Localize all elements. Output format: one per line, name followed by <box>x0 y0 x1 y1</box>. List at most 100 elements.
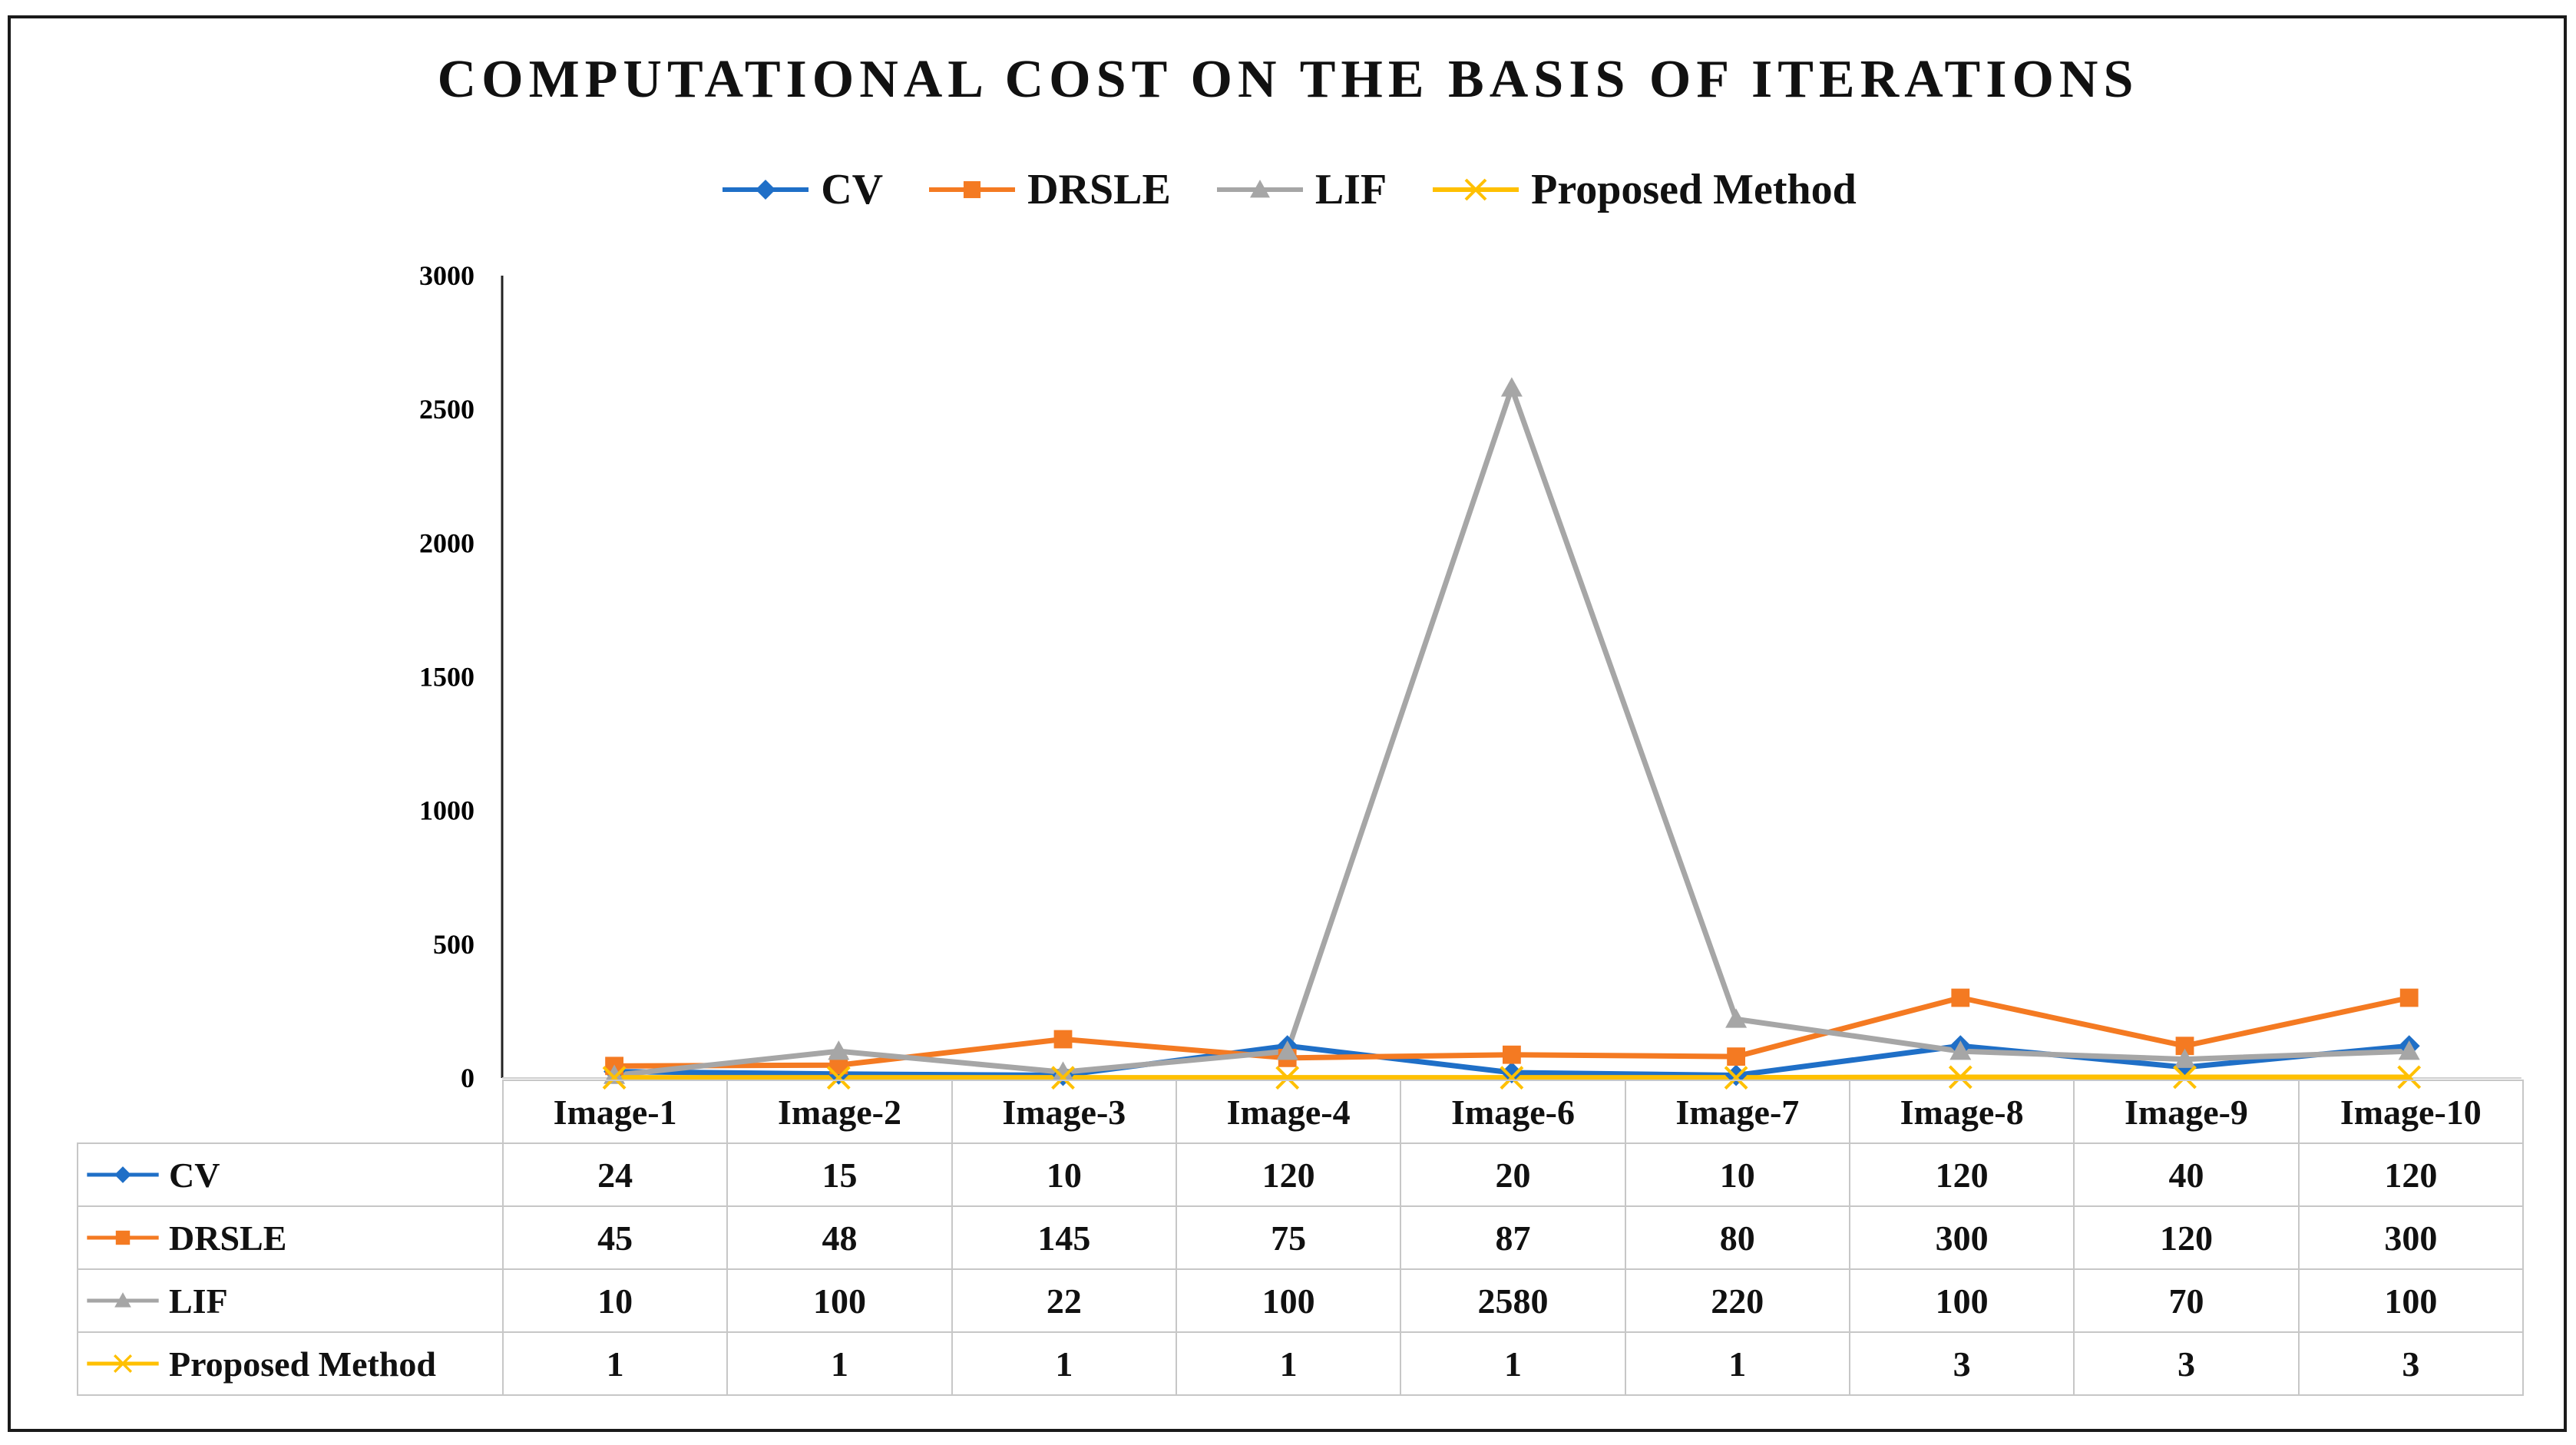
legend-label: CV <box>821 166 884 213</box>
table-cell: 10 <box>951 1142 1177 1207</box>
y-tick-label: 500 <box>433 929 475 960</box>
legend-label: LIF <box>1314 166 1387 213</box>
legend-marker-drsle <box>964 180 981 199</box>
legend-marker-drsle <box>115 1230 131 1245</box>
table-cell: 100 <box>2297 1268 2525 1333</box>
table-row-label: LIF <box>169 1281 228 1321</box>
data-point-cv <box>1500 1062 1523 1084</box>
table-cell: 48 <box>726 1205 953 1270</box>
table-cell: 1 <box>951 1331 1177 1396</box>
data-point-lif <box>1276 1040 1298 1060</box>
table-corner <box>78 1080 504 1144</box>
table-cell: 15 <box>726 1142 953 1207</box>
table-cell: 1 <box>1400 1331 1626 1396</box>
legend-label: DRSLE <box>1027 166 1171 213</box>
table-cell: 300 <box>2297 1205 2525 1270</box>
table-legend-key <box>87 1292 159 1308</box>
data-point-drsle <box>1951 988 1970 1007</box>
x-tick-label: Image-6 <box>1400 1080 1626 1144</box>
data-point-lif <box>1500 377 1523 397</box>
data-point-lif <box>828 1040 850 1060</box>
table-cell: 1 <box>1624 1331 1850 1396</box>
data-point-drsle <box>1503 1045 1521 1064</box>
legend-item-drsle: DRSLE <box>926 165 1171 214</box>
y-tick-label: 2500 <box>419 394 475 425</box>
legend-swatch <box>1216 180 1303 198</box>
table-row-label: Proposed Method <box>169 1344 436 1384</box>
table-cell: 45 <box>501 1205 729 1270</box>
data-point-lif <box>603 1064 626 1084</box>
table-row-header-drsle: DRSLE <box>77 1205 504 1270</box>
legend-marker-cv <box>114 1166 131 1183</box>
data-point-lif <box>1052 1061 1074 1081</box>
table-cell: 1 <box>726 1331 953 1396</box>
table-legend-key <box>87 1230 159 1245</box>
table-cell: 20 <box>1400 1142 1626 1207</box>
table-legend-key <box>87 1354 159 1374</box>
table-row: LIF 10 100 22 100 2580 220 100 70 100 <box>77 1268 2525 1333</box>
table-row-header-lif: LIF <box>77 1268 504 1333</box>
data-point-lif <box>1725 1008 1748 1028</box>
table-cell: 100 <box>1848 1268 2075 1333</box>
table-row: Proposed Method 1 1 1 1 1 1 3 3 3 <box>77 1331 2525 1396</box>
table-legend-key <box>87 1166 159 1183</box>
chart-frame <box>8 15 2567 1432</box>
x-tick-label: Image-9 <box>2073 1080 2300 1144</box>
table-row: DRSLE 45 48 145 75 87 80 300 120 300 <box>77 1205 2525 1270</box>
legend-item-lif: LIF <box>1214 165 1387 214</box>
table-cell: 10 <box>501 1268 729 1333</box>
legend-swatch <box>1433 178 1519 201</box>
data-point-drsle <box>2399 988 2419 1007</box>
legend: CV DRSLE LIF Proposed Method <box>0 155 2576 224</box>
legend-marker-cv <box>756 180 776 200</box>
table-cell: 3 <box>1848 1331 2075 1396</box>
data-table: Image-1 Image-2 Image-3 Image-4 Image-6 Image… <box>77 1080 2525 1396</box>
data-point-lif <box>1949 1040 1972 1060</box>
table-cell: 87 <box>1400 1205 1626 1270</box>
table-cell: 100 <box>1175 1268 1402 1333</box>
data-point-drsle <box>829 1056 848 1075</box>
chart-title: COMPUTATIONAL COST ON THE BASIS OF ITERA… <box>437 50 2139 109</box>
legend-item-proposed-method: Proposed Method <box>1430 165 1857 214</box>
table-cell: 120 <box>2073 1205 2300 1270</box>
table-row-header-cv: CV <box>77 1142 504 1207</box>
legend-marker-lif <box>114 1292 131 1308</box>
data-point-drsle <box>2175 1037 2194 1056</box>
table-cell: 1 <box>501 1331 729 1396</box>
table-row-header-proposed-method: Proposed Method <box>77 1331 504 1396</box>
legend-swatch <box>723 180 809 200</box>
table-cell: 120 <box>1848 1142 2075 1207</box>
x-tick-label: Image-7 <box>1624 1080 1850 1144</box>
table-cell: 100 <box>726 1268 953 1333</box>
table-row-label: DRSLE <box>169 1218 287 1258</box>
data-point-drsle <box>1053 1030 1073 1049</box>
table-cell: 24 <box>501 1142 729 1207</box>
table-cell: 2580 <box>1400 1268 1626 1333</box>
y-tick-label: 1000 <box>419 795 475 826</box>
table-cell: 75 <box>1175 1205 1402 1270</box>
legend-label: Proposed Method <box>1531 166 1857 213</box>
legend-marker-lif <box>1249 180 1270 198</box>
x-tick-label: Image-10 <box>2297 1080 2525 1144</box>
table-cell: 120 <box>2297 1142 2525 1207</box>
table-cell: 3 <box>2297 1331 2525 1396</box>
table-header-row: Image-1 Image-2 Image-3 Image-4 Image-6 Image… <box>78 1080 2525 1144</box>
data-point-drsle <box>1727 1047 1745 1066</box>
table-cell: 1 <box>1175 1331 1402 1396</box>
data-point-lif <box>2398 1040 2420 1060</box>
x-tick-label: Image-4 <box>1175 1080 1402 1144</box>
data-point-lif <box>2174 1048 2196 1068</box>
x-tick-label: Image-3 <box>951 1080 1177 1144</box>
table-cell: 145 <box>951 1205 1177 1270</box>
x-tick-label: Image-8 <box>1848 1080 2075 1144</box>
table-cell: 3 <box>2073 1331 2300 1396</box>
table-cell: 300 <box>1848 1205 2075 1270</box>
legend-swatch <box>929 180 1016 199</box>
y-tick-label: 3000 <box>419 260 475 291</box>
table-cell: 80 <box>1624 1205 1850 1270</box>
table-cell: 120 <box>1175 1142 1402 1207</box>
x-tick-label: Image-2 <box>726 1080 953 1144</box>
table-cell: 22 <box>951 1268 1177 1333</box>
x-tick-label: Image-1 <box>501 1080 729 1144</box>
